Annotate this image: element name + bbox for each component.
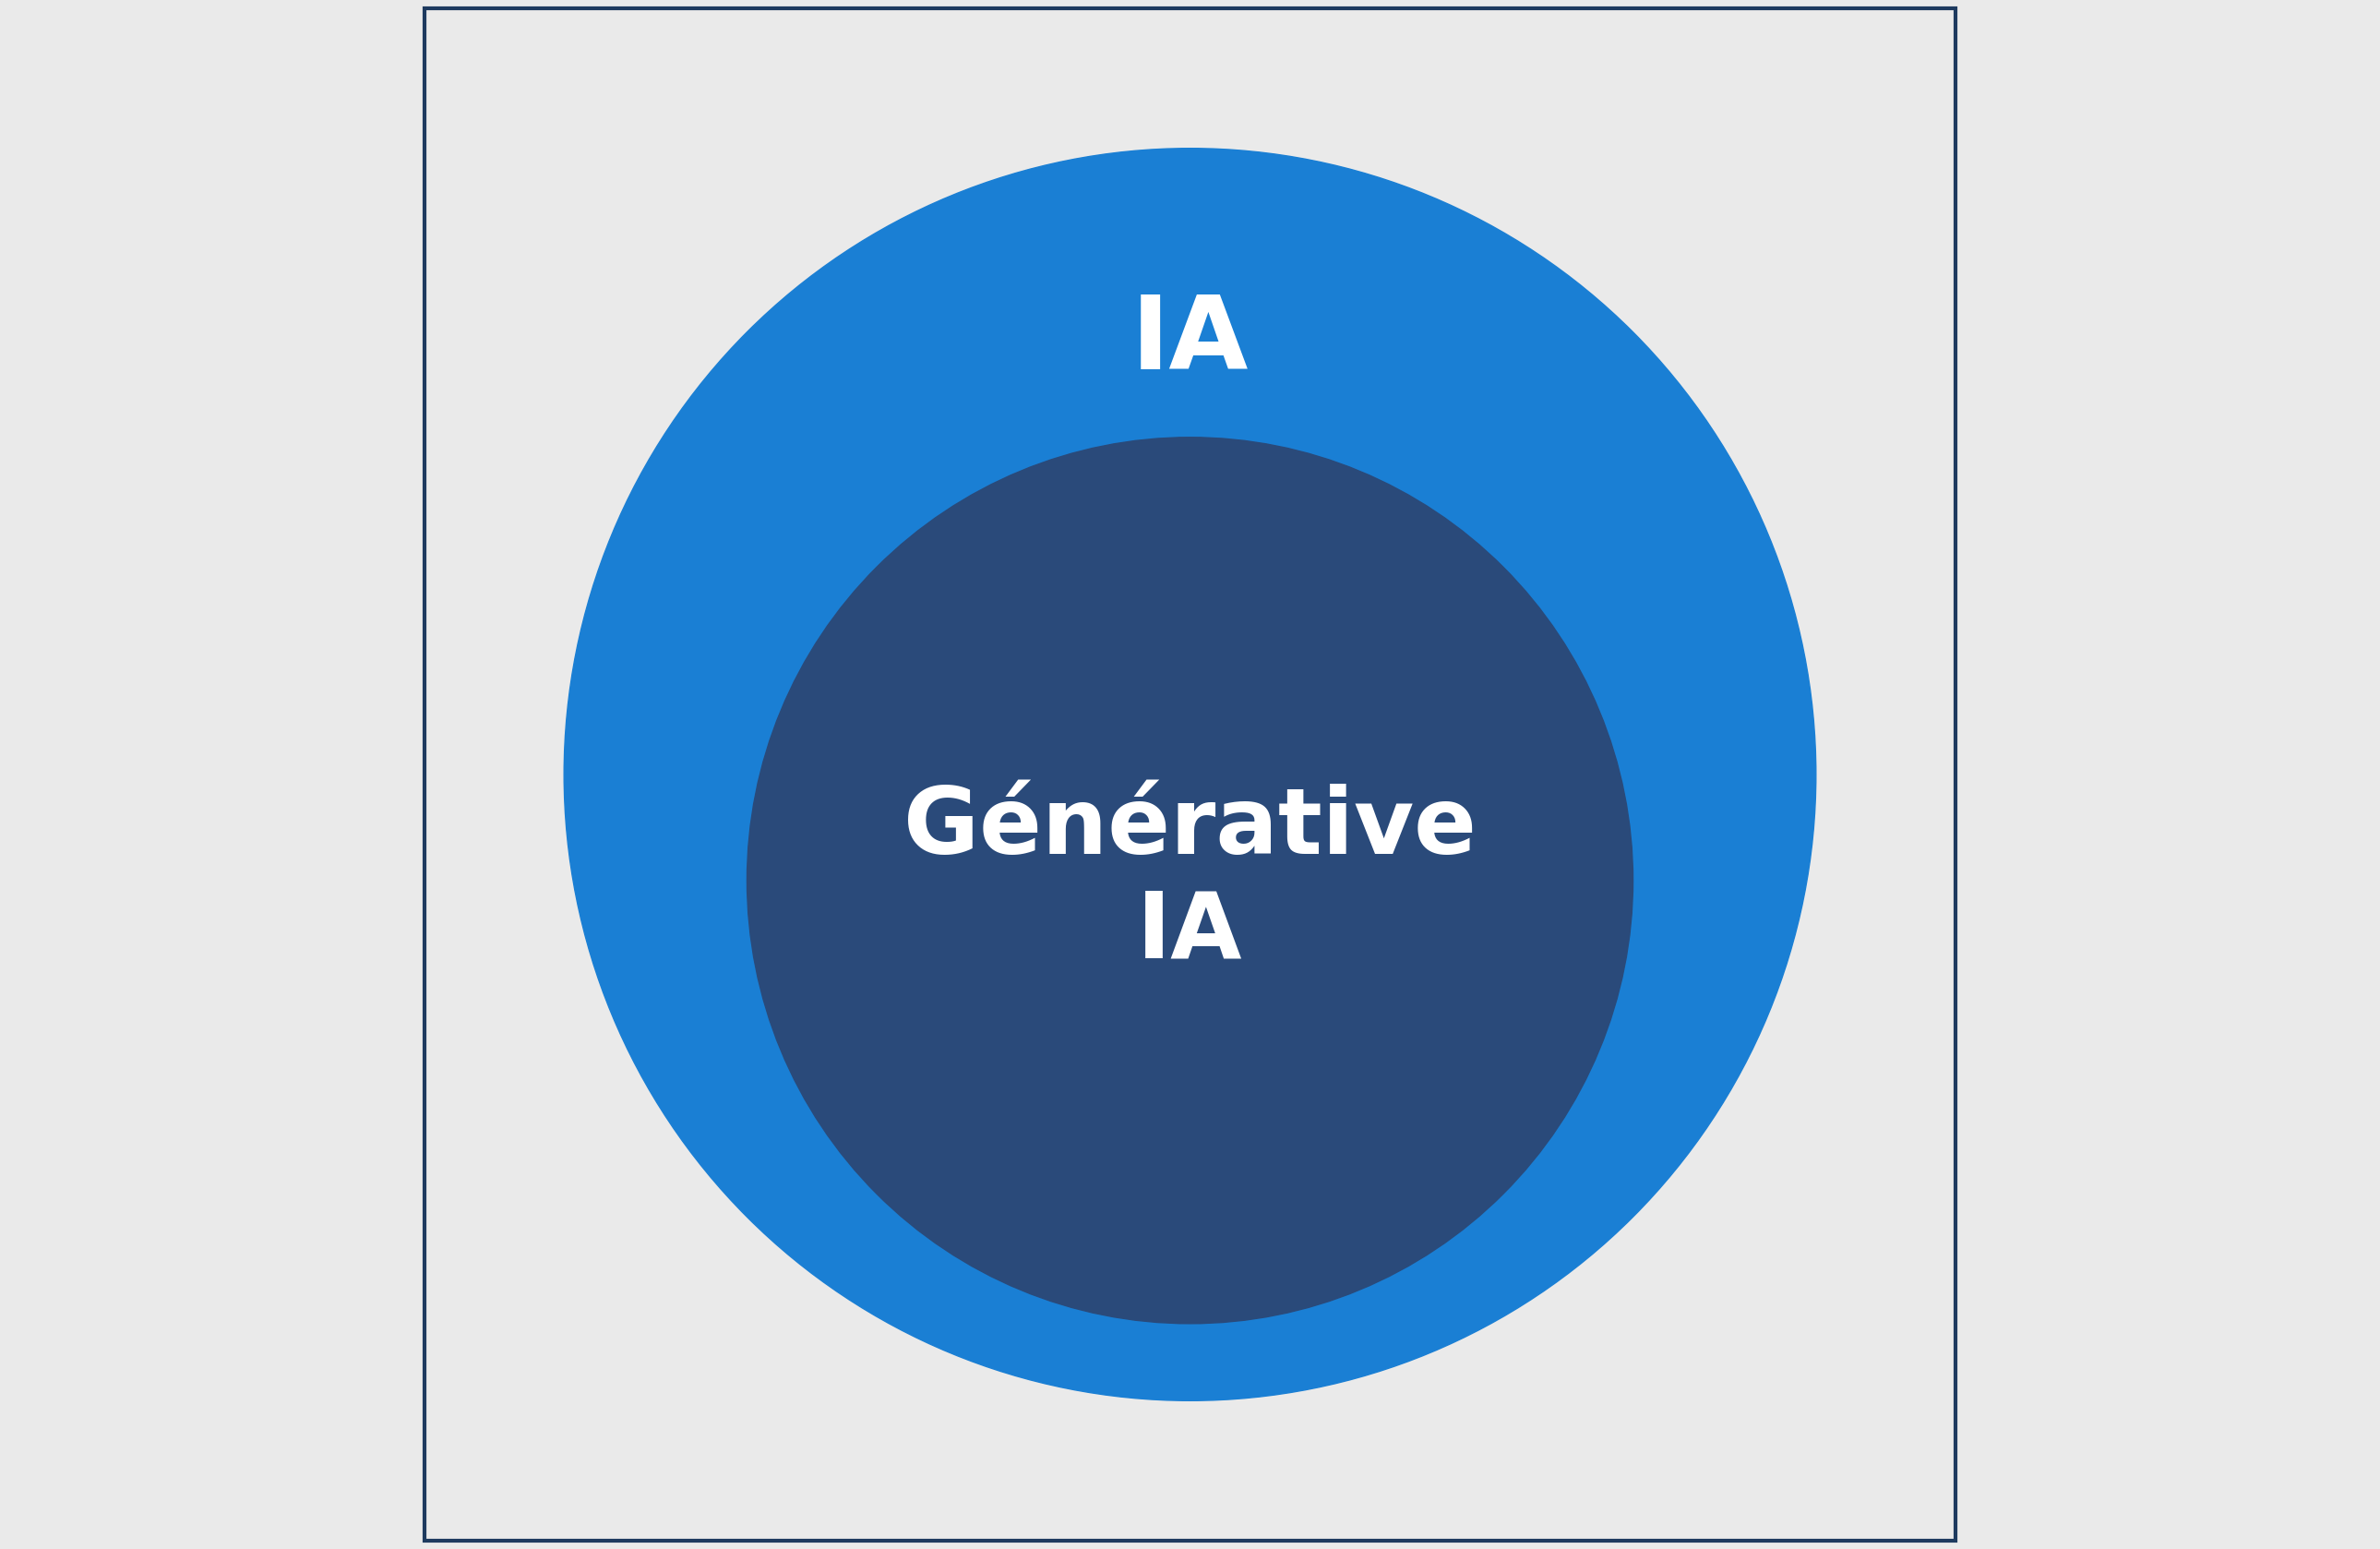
Text: IA: IA [1130, 291, 1249, 390]
Circle shape [747, 437, 1633, 1323]
Circle shape [564, 149, 1816, 1400]
Text: Générative
IA: Générative IA [904, 784, 1476, 977]
